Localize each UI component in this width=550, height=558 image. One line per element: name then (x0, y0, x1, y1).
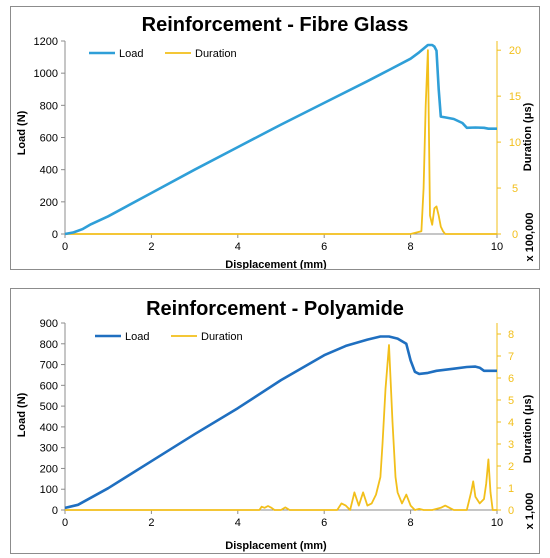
y2-tick-label: 6 (508, 373, 514, 385)
x-tick-label: 4 (235, 517, 241, 529)
y2-tick-label: 5 (508, 395, 514, 407)
y-tick-label: 800 (40, 339, 58, 351)
y-axis-label: Load (N) (16, 392, 28, 437)
y2-tick-label: 5 (512, 183, 518, 195)
chart-polyamide: Reinforcement - Polyamide Displacement (… (16, 298, 536, 552)
legend-label-duration: Duration (201, 331, 243, 343)
y-tick-label: 900 (40, 318, 58, 330)
y-tick-label: 0 (52, 229, 58, 241)
legend-label-load: Load (119, 48, 143, 60)
chart-title: Reinforcement - Fibre Glass (142, 14, 409, 36)
y2-tick-label: 15 (509, 91, 521, 103)
series-duration-line (65, 344, 497, 511)
series-load-line (64, 43, 497, 236)
chart-panel-fibre-glass: Reinforcement - Fibre Glass Displacement… (10, 6, 540, 270)
x-tick-label: 2 (148, 517, 154, 529)
x-tick-label: 10 (491, 241, 503, 253)
legend: Load Duration (89, 48, 237, 60)
y-tick-label: 200 (40, 197, 58, 209)
y2-tick-label: 2 (508, 461, 514, 473)
y-tick-label: 1200 (34, 36, 58, 48)
y2-tick-label: 4 (508, 417, 514, 429)
y2-tick-label: 1 (508, 483, 514, 495)
y2-axis-label: Duration (μs) (522, 394, 534, 463)
y-tick-label: 500 (40, 401, 58, 413)
x-tick-label: 8 (408, 517, 414, 529)
x-tick-label: 6 (321, 517, 327, 529)
y-tick-label: 800 (40, 100, 58, 112)
y-tick-label: 1000 (34, 68, 58, 80)
series-duration-line (65, 49, 497, 235)
y-tick-label: 600 (40, 133, 58, 145)
x-tick-label: 2 (148, 241, 154, 253)
legend-label-load: Load (125, 331, 149, 343)
x-axis-label: Displacement (mm) (225, 259, 327, 269)
chart-fibre-glass: Reinforcement - Fibre Glass Displacement… (16, 14, 536, 269)
legend: Load Duration (95, 331, 243, 343)
y-tick-label: 200 (40, 463, 58, 475)
legend-label-duration: Duration (195, 48, 237, 60)
y-tick-label: 600 (40, 380, 58, 392)
y2-tick-label: 7 (508, 351, 514, 363)
y-tick-label: 100 (40, 484, 58, 496)
y-tick-label: 400 (40, 165, 58, 177)
y2-scale-note: x 1,000 (524, 493, 536, 530)
y2-tick-label: 0 (512, 229, 518, 241)
chart-panel-polyamide: Reinforcement - Polyamide Displacement (… (10, 288, 540, 554)
series-load-line (64, 335, 497, 510)
chart-title: Reinforcement - Polyamide (146, 298, 404, 320)
y-tick-label: 400 (40, 422, 58, 434)
y2-axis-label: Duration (μs) (522, 102, 534, 171)
y2-tick-label: 20 (509, 45, 521, 57)
y-axis-label: Load (N) (16, 110, 28, 155)
x-tick-label: 6 (321, 241, 327, 253)
x-tick-label: 0 (62, 517, 68, 529)
x-axis-label: Displacement (mm) (225, 540, 327, 552)
y2-tick-label: 0 (508, 505, 514, 517)
x-tick-label: 8 (408, 241, 414, 253)
y2-tick-label: 10 (509, 137, 521, 149)
y-tick-label: 0 (52, 505, 58, 517)
y-tick-label: 300 (40, 443, 58, 455)
x-tick-label: 4 (235, 241, 241, 253)
x-tick-label: 10 (491, 517, 503, 529)
y2-tick-label: 3 (508, 439, 514, 451)
x-tick-label: 0 (62, 241, 68, 253)
y2-tick-label: 8 (508, 329, 514, 341)
y-tick-label: 700 (40, 360, 58, 372)
y2-scale-note: x 100,000 (524, 213, 536, 262)
